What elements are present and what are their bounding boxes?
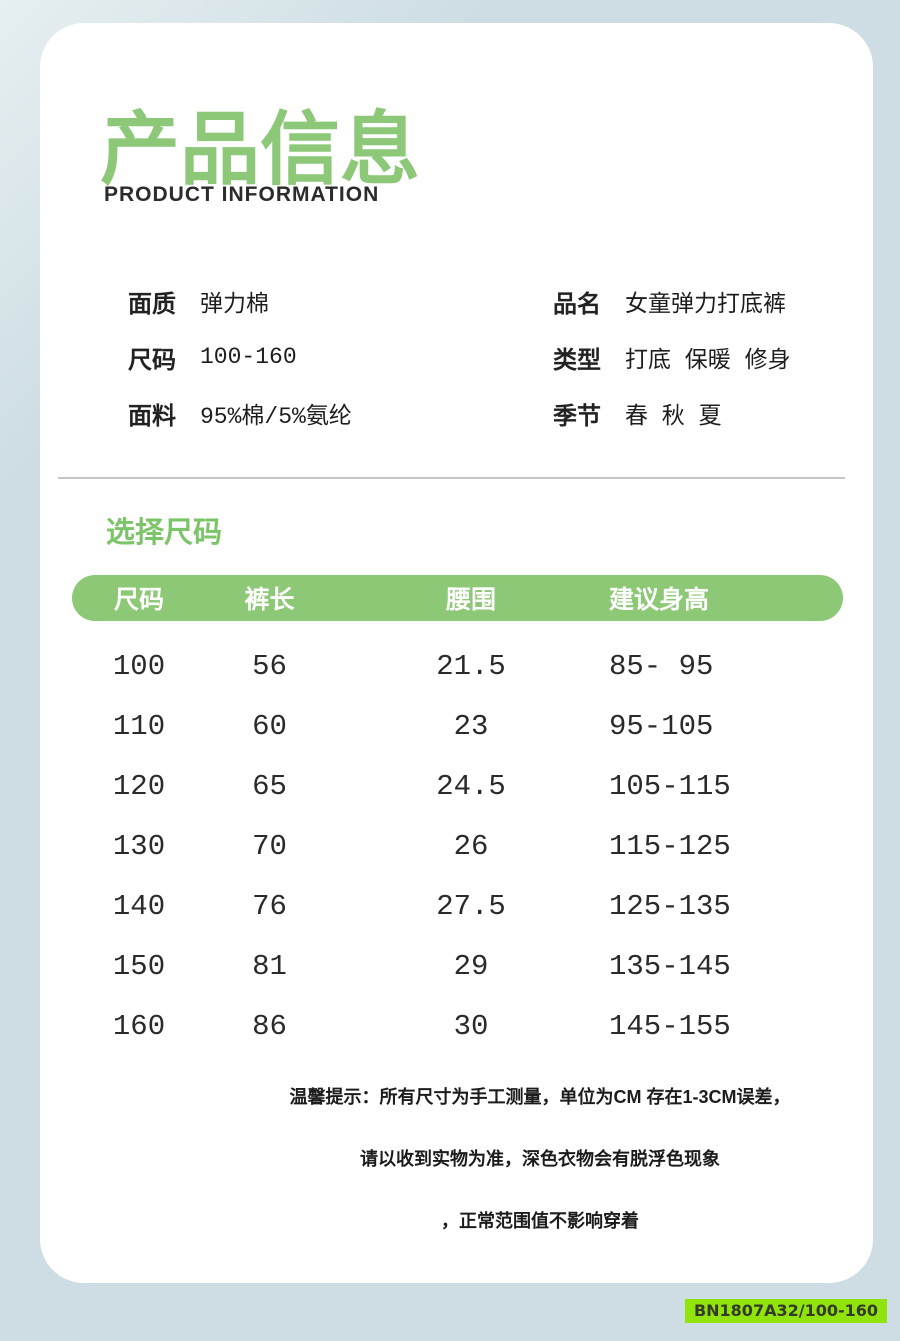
info-label: 季节 bbox=[553, 402, 601, 430]
table-cell: 81 bbox=[252, 949, 287, 983]
info-value: 95%棉/5%氨纶 bbox=[200, 404, 352, 430]
table-cell: 29 bbox=[453, 949, 489, 983]
column-header-height: 建议身高 bbox=[609, 586, 710, 614]
info-column-right: 品名 女童弹力打底裤 类型 打底 保暖 修身 季节 春 秋 夏 bbox=[553, 283, 791, 451]
size-table-body: 100 56 21.5 85- 95 110 60 23 95-105 120 65 24.5 105… bbox=[72, 636, 843, 1056]
info-label: 面料 bbox=[128, 402, 176, 430]
table-cell: 24.5 bbox=[436, 769, 506, 803]
table-cell: 120 bbox=[112, 769, 166, 803]
info-label: 面质 bbox=[128, 290, 176, 318]
page-title: 产品信息 bbox=[100, 103, 420, 196]
table-cell: 145-155 bbox=[609, 1009, 731, 1043]
size-table-header: 尺码 裤长 腰围 建议身高 bbox=[72, 575, 843, 621]
table-cell: 135-145 bbox=[609, 949, 731, 983]
table-cell: 110 bbox=[112, 709, 166, 743]
info-label: 尺码 bbox=[128, 346, 176, 374]
sku-badge: BN1807A32/100-160 bbox=[684, 1299, 887, 1323]
column-header-pant-length: 裤长 bbox=[244, 586, 295, 614]
table-cell: 30 bbox=[453, 1009, 489, 1043]
info-value: 100-160 bbox=[200, 344, 297, 370]
info-label: 类型 bbox=[553, 346, 601, 374]
size-section-heading: 选择尺码 bbox=[106, 517, 223, 549]
table-row: 160 86 30 145-155 bbox=[72, 996, 843, 1056]
table-cell: 27.5 bbox=[436, 889, 506, 923]
table-row: 130 70 26 115-125 bbox=[72, 816, 843, 876]
table-cell: 86 bbox=[252, 1009, 287, 1043]
table-cell: 56 bbox=[252, 649, 287, 683]
table-cell: 65 bbox=[252, 769, 287, 803]
info-row-season: 季节 春 秋 夏 bbox=[553, 395, 791, 431]
table-row: 150 81 29 135-145 bbox=[72, 936, 843, 996]
table-cell: 130 bbox=[112, 829, 166, 863]
table-cell: 26 bbox=[453, 829, 489, 863]
info-row-type: 类型 打底 保暖 修身 bbox=[553, 339, 791, 375]
note-line: 温馨提示：所有尺寸为手工测量，单位为CM 存在1-3CM误差， bbox=[289, 1087, 791, 1107]
table-row: 110 60 23 95-105 bbox=[72, 696, 843, 756]
table-cell: 160 bbox=[112, 1009, 166, 1043]
column-header-waist: 腰围 bbox=[445, 586, 496, 614]
table-cell: 60 bbox=[252, 709, 287, 743]
page-subtitle: PRODUCT INFORMATION bbox=[104, 183, 380, 206]
note-line: ，正常范围值不影响穿着 bbox=[441, 1211, 639, 1231]
info-value: 打底 保暖 修身 bbox=[625, 348, 791, 374]
info-row-size-range: 尺码 100-160 bbox=[128, 339, 352, 375]
table-row: 140 76 27.5 125-135 bbox=[72, 876, 843, 936]
table-cell: 95-105 bbox=[609, 709, 714, 743]
info-label: 品名 bbox=[553, 290, 601, 318]
info-value: 女童弹力打底裤 bbox=[625, 292, 786, 318]
product-info-card: 产品信息 PRODUCT INFORMATION 面质 弹力棉 尺码 100-1… bbox=[40, 23, 873, 1283]
table-row: 120 65 24.5 105-115 bbox=[72, 756, 843, 816]
table-cell: 85- 95 bbox=[609, 649, 714, 683]
table-row: 100 56 21.5 85- 95 bbox=[72, 636, 843, 696]
table-cell: 150 bbox=[112, 949, 166, 983]
section-divider bbox=[58, 477, 845, 479]
info-column-left: 面质 弹力棉 尺码 100-160 面料 95%棉/5%氨纶 bbox=[128, 283, 352, 451]
notes-block: 温馨提示：所有尺寸为手工测量，单位为CM 存在1-3CM误差， 请以收到实物为准… bbox=[160, 1066, 900, 1252]
table-cell: 125-135 bbox=[609, 889, 731, 923]
info-row-material: 面料 95%棉/5%氨纶 bbox=[128, 395, 352, 431]
info-row-fabric-feel: 面质 弹力棉 bbox=[128, 283, 352, 319]
table-cell: 70 bbox=[252, 829, 287, 863]
column-header-size: 尺码 bbox=[113, 586, 164, 614]
note-line: 请以收到实物为准，深色衣物会有脱浮色现象 bbox=[360, 1149, 720, 1169]
table-cell: 105-115 bbox=[609, 769, 731, 803]
table-cell: 21.5 bbox=[436, 649, 506, 683]
table-cell: 140 bbox=[112, 889, 166, 923]
table-cell: 76 bbox=[252, 889, 287, 923]
info-value: 弹力棉 bbox=[200, 292, 269, 318]
size-table: 尺码 裤长 腰围 建议身高 100 56 21.5 85- 95 110 60 23 95-1… bbox=[72, 575, 843, 1056]
info-row-product-name: 品名 女童弹力打底裤 bbox=[553, 283, 791, 319]
info-value: 春 秋 夏 bbox=[625, 404, 722, 430]
table-cell: 100 bbox=[112, 649, 166, 683]
table-cell: 115-125 bbox=[609, 829, 731, 863]
table-cell: 23 bbox=[453, 709, 489, 743]
